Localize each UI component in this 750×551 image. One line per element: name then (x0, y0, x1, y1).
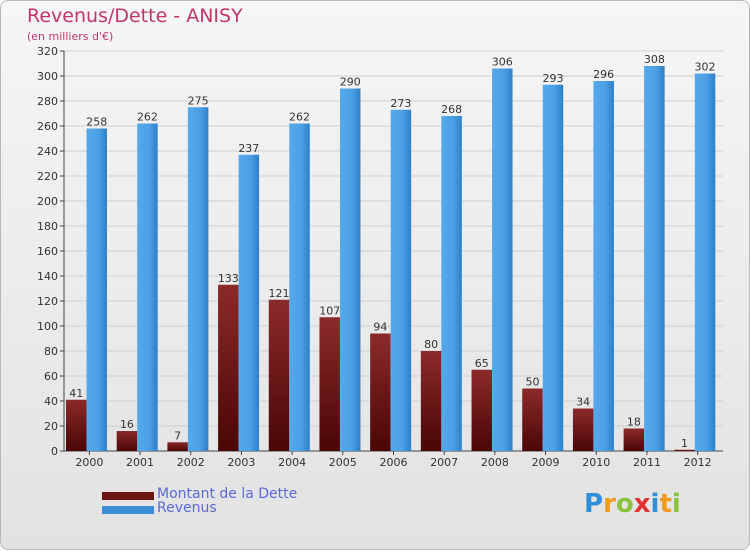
proxiti-logo: Proxiti (584, 489, 681, 519)
x-tick-label: 2010 (582, 456, 610, 469)
bar-revenus (339, 88, 361, 451)
y-tick-label: 180 (37, 220, 58, 233)
chart-title: Revenus/Dette - ANISY (27, 5, 243, 27)
data-label: 65 (475, 357, 489, 370)
x-tick-label: 2005 (329, 456, 357, 469)
data-label: 273 (390, 97, 411, 110)
data-label: 107 (319, 304, 340, 317)
y-tick-label: 20 (44, 420, 58, 433)
logo-letter: P (584, 489, 604, 519)
x-tick-label: 2009 (532, 456, 560, 469)
logo-letter: i (671, 489, 681, 519)
y-tick-label: 260 (37, 120, 58, 133)
data-label: 308 (644, 53, 665, 66)
data-label: 18 (627, 416, 641, 429)
x-tick-label: 2012 (684, 456, 712, 469)
bar-dette (218, 284, 239, 451)
x-tick-label: 2000 (75, 456, 103, 469)
data-label: 34 (576, 396, 590, 409)
y-tick-label: 320 (37, 45, 58, 58)
x-tick-label: 2002 (177, 456, 205, 469)
logo-letter: o (615, 489, 634, 519)
bar-revenus (137, 123, 158, 451)
bar-dette (674, 449, 695, 451)
bar-dette (66, 399, 87, 451)
bar-revenus (644, 66, 665, 451)
bar-revenus (238, 154, 260, 451)
bar-dette (370, 333, 391, 451)
bar-dette (522, 388, 543, 451)
data-label: 94 (373, 321, 387, 334)
bar-revenus (593, 81, 614, 451)
x-tick-label: 2011 (633, 456, 661, 469)
logo-letter: t (659, 489, 672, 519)
y-tick-label: 140 (37, 270, 58, 283)
data-label: 262 (289, 111, 310, 124)
data-label: 290 (340, 76, 361, 89)
y-tick-label: 120 (37, 295, 58, 308)
legend-swatch-dette (102, 492, 154, 500)
bar-dette (319, 317, 340, 451)
legend-swatch-revenus (102, 506, 154, 514)
data-label: 50 (525, 376, 539, 389)
data-label: 275 (188, 94, 209, 107)
bar-revenus (542, 84, 564, 451)
data-label: 121 (269, 287, 290, 300)
data-label: 268 (441, 103, 462, 116)
x-tick-label: 2007 (430, 456, 458, 469)
y-tick-label: 0 (51, 445, 58, 458)
data-label: 296 (593, 68, 614, 81)
logo-letter: r (603, 489, 616, 519)
data-label: 80 (424, 338, 438, 351)
y-tick-label: 80 (44, 345, 58, 358)
data-label: 302 (695, 61, 716, 74)
x-tick-label: 2004 (278, 456, 306, 469)
bar-dette (420, 351, 442, 451)
y-tick-label: 220 (37, 170, 58, 183)
y-tick-label: 200 (37, 195, 58, 208)
x-tick-label: 2001 (126, 456, 154, 469)
x-tick-label: 2008 (481, 456, 509, 469)
data-label: 306 (492, 56, 513, 69)
y-tick-label: 160 (37, 245, 58, 258)
data-label: 16 (120, 418, 134, 431)
bar-dette (167, 442, 188, 451)
bar-revenus (694, 73, 716, 451)
bar-revenus (492, 68, 513, 451)
y-tick-label: 60 (44, 370, 58, 383)
y-tick-label: 40 (44, 395, 58, 408)
data-label: 262 (137, 111, 158, 124)
bar-revenus (390, 109, 412, 451)
chart-subtitle: (en milliers d'€) (27, 30, 114, 43)
data-label: 133 (218, 272, 239, 285)
logo-letter: x (633, 489, 651, 519)
bar-revenus (86, 128, 107, 451)
data-label: 293 (542, 72, 563, 85)
data-label: 258 (86, 116, 107, 129)
bar-dette (623, 428, 645, 451)
bar-dette (116, 431, 138, 451)
data-label: 7 (174, 429, 181, 442)
data-label: 1 (681, 437, 688, 450)
logo-letter: i (650, 489, 660, 519)
y-tick-label: 300 (37, 70, 58, 83)
x-tick-label: 2003 (227, 456, 255, 469)
bar-revenus (187, 107, 209, 451)
bar-dette (268, 299, 290, 451)
x-tick-label: 2006 (380, 456, 408, 469)
legend-label-dette: Montant de la Dette (157, 486, 298, 502)
y-tick-label: 100 (37, 320, 58, 333)
bar-dette (471, 369, 493, 451)
legend-label-revenus: Revenus (157, 500, 217, 516)
bar-revenus (289, 123, 310, 451)
data-label: 237 (238, 142, 259, 155)
data-label: 41 (69, 387, 83, 400)
y-tick-label: 280 (37, 95, 58, 108)
bar-revenus (441, 116, 462, 451)
y-tick-label: 240 (37, 145, 58, 158)
bar-dette (572, 408, 594, 451)
